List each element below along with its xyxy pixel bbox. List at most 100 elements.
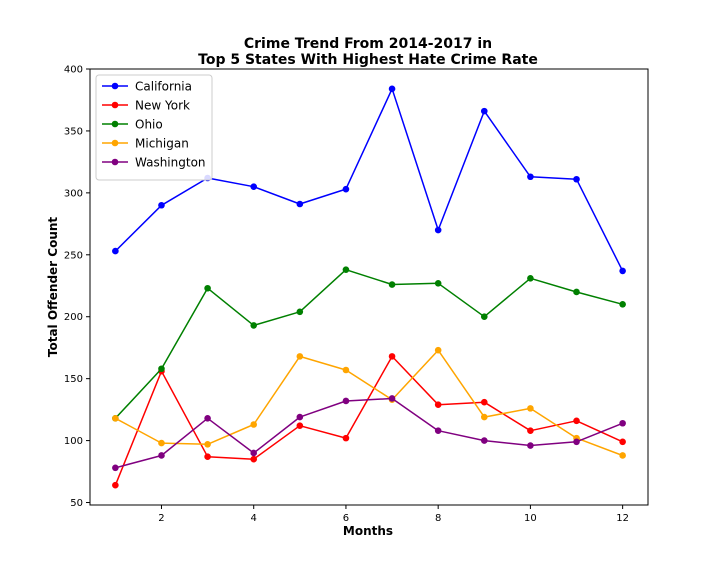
y-axis-label: Total Offender Count bbox=[46, 217, 60, 358]
data-point-ohio bbox=[573, 288, 580, 296]
plot-area bbox=[89, 68, 649, 506]
x-tick-label: 4 bbox=[251, 513, 257, 524]
data-point-new-york bbox=[573, 417, 580, 425]
data-point-washington bbox=[158, 452, 165, 459]
y-tick-label: 350 bbox=[64, 126, 83, 137]
chart-title-line-2: Top 5 States With Highest Hate Crime Rat… bbox=[198, 52, 538, 68]
x-tick-label: 12 bbox=[616, 513, 629, 524]
data-point-washington bbox=[296, 413, 304, 421]
series-line-ohio bbox=[114, 268, 623, 419]
legend-label: Washington bbox=[135, 156, 206, 170]
data-series bbox=[112, 85, 626, 489]
legend-label: New York bbox=[135, 99, 190, 113]
data-point-ohio bbox=[434, 279, 442, 287]
data-point-washington bbox=[250, 449, 258, 457]
y-tick-label: 300 bbox=[64, 188, 83, 199]
legend-swatch-marker bbox=[111, 101, 119, 109]
data-point-michigan bbox=[112, 414, 119, 422]
data-point-new-york bbox=[619, 438, 626, 446]
data-point-michigan bbox=[619, 452, 626, 459]
data-point-washington bbox=[204, 414, 211, 422]
data-point-california bbox=[619, 267, 626, 275]
legend-label: California bbox=[135, 80, 192, 94]
x-tick-label: 2 bbox=[158, 513, 164, 524]
axis-ticks: 2 4 6 8 10 12 50 100 150 200 250 300 350 400 bbox=[64, 65, 629, 525]
data-point-ohio bbox=[204, 284, 211, 292]
data-point-california bbox=[434, 226, 442, 234]
data-point-california bbox=[480, 107, 488, 115]
data-point-new-york bbox=[250, 455, 258, 463]
data-point-michigan bbox=[480, 413, 488, 421]
data-point-washington bbox=[388, 395, 396, 402]
series-line-washington bbox=[115, 397, 623, 469]
data-point-ohio bbox=[250, 322, 258, 329]
legend-swatch-marker bbox=[111, 158, 119, 166]
series-line-california bbox=[114, 88, 624, 272]
legend-swatch-marker bbox=[111, 139, 119, 147]
series-washington bbox=[112, 395, 626, 472]
data-point-michigan bbox=[527, 405, 534, 412]
data-point-california bbox=[527, 173, 534, 181]
legend-item-california: California bbox=[102, 80, 192, 94]
data-point-california bbox=[112, 247, 119, 255]
data-point-washington bbox=[342, 397, 350, 405]
y-tick-label: 200 bbox=[64, 312, 83, 323]
data-point-ohio bbox=[388, 281, 396, 288]
data-point-ohio bbox=[296, 308, 304, 316]
legend-item-washington: Washington bbox=[102, 156, 206, 170]
data-point-new-york bbox=[296, 422, 304, 430]
data-point-michigan bbox=[342, 366, 350, 374]
data-point-california bbox=[158, 201, 165, 209]
y-tick-label: 400 bbox=[64, 65, 83, 76]
data-point-new-york bbox=[388, 353, 396, 360]
legend-swatch-marker bbox=[111, 82, 119, 90]
data-point-new-york bbox=[527, 427, 534, 434]
data-point-michigan bbox=[204, 441, 211, 448]
x-axis-label: Months bbox=[343, 524, 393, 538]
data-point-new-york bbox=[204, 453, 211, 460]
data-point-new-york bbox=[480, 398, 488, 406]
data-point-washington bbox=[480, 437, 488, 444]
data-point-ohio bbox=[158, 365, 165, 373]
data-point-ohio bbox=[342, 266, 350, 273]
legend-label: Michigan bbox=[135, 137, 189, 151]
data-point-washington bbox=[112, 464, 119, 472]
data-point-california bbox=[296, 200, 304, 208]
series-ohio bbox=[112, 266, 626, 422]
data-point-michigan bbox=[434, 346, 442, 354]
y-tick-label: 50 bbox=[70, 498, 83, 509]
plot-frame bbox=[89, 68, 649, 506]
data-point-washington bbox=[619, 419, 626, 427]
legend-item-new-york: New York bbox=[102, 99, 190, 113]
data-point-california bbox=[342, 185, 350, 193]
data-point-michigan bbox=[296, 353, 304, 360]
legend-frame bbox=[95, 74, 213, 181]
data-point-washington bbox=[527, 442, 534, 449]
series-line-new-york bbox=[114, 355, 623, 486]
legend-swatch-marker bbox=[111, 120, 119, 128]
data-point-ohio bbox=[619, 301, 626, 308]
x-tick-label: 6 bbox=[343, 513, 349, 524]
y-tick-label: 250 bbox=[64, 250, 83, 261]
legend-item-michigan: Michigan bbox=[102, 137, 189, 151]
data-point-california bbox=[388, 85, 396, 93]
x-tick-label: 8 bbox=[435, 513, 441, 524]
y-tick-label: 150 bbox=[64, 374, 83, 385]
series-michigan bbox=[112, 346, 626, 459]
data-point-ohio bbox=[527, 275, 534, 282]
data-point-new-york bbox=[434, 401, 442, 408]
chart-title-line-1: Crime Trend From 2014-2017 in bbox=[244, 36, 492, 52]
x-tick-label: 10 bbox=[524, 513, 537, 524]
data-point-new-york bbox=[342, 434, 350, 442]
legend-label: Ohio bbox=[135, 118, 163, 132]
data-point-california bbox=[573, 175, 580, 183]
data-point-new-york bbox=[112, 481, 119, 489]
data-point-ohio bbox=[480, 313, 488, 321]
series-line-michigan bbox=[115, 349, 623, 457]
legend-item-ohio: Ohio bbox=[102, 118, 163, 132]
legend: California New York Ohio Michigan Washington bbox=[95, 74, 213, 181]
data-point-california bbox=[250, 183, 258, 190]
y-tick-label: 100 bbox=[64, 436, 83, 447]
